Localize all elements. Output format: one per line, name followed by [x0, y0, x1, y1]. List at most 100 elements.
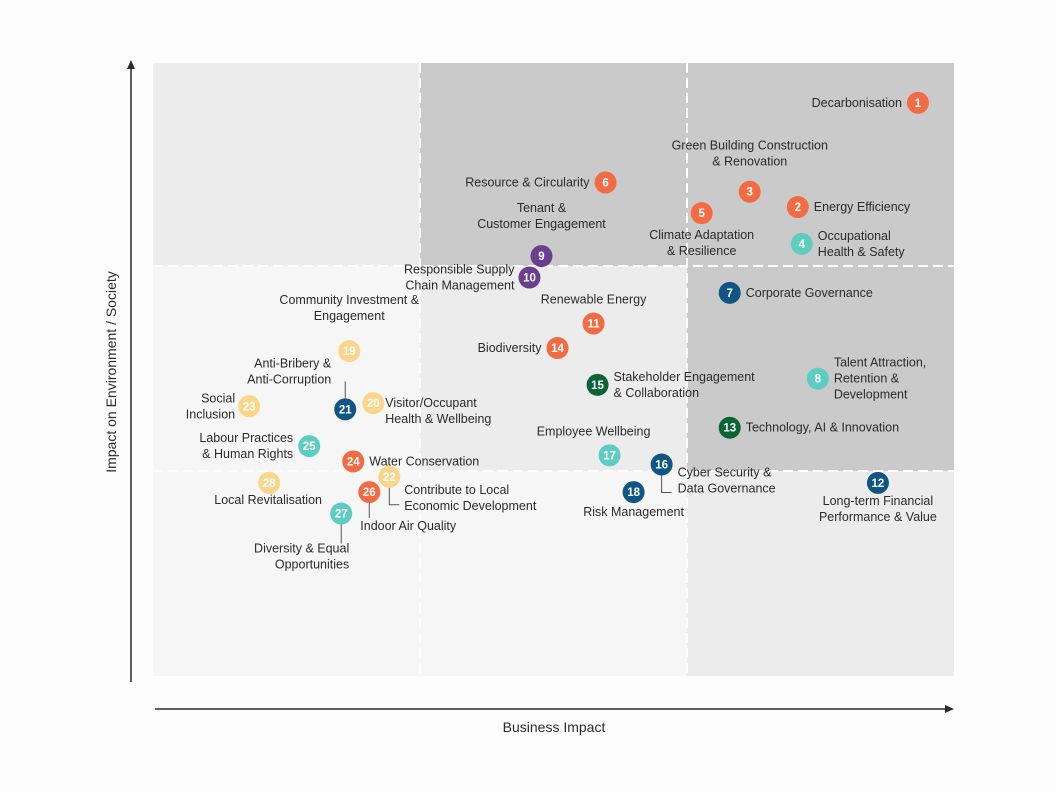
point-label-line: Health & Safety — [818, 245, 906, 259]
point-label-line: Long-term Financial — [823, 494, 933, 508]
point-group: 20 Visitor/Occupant Health & Wellbeing — [362, 392, 491, 426]
point-label: Labour Practices & Human Rights — [199, 431, 293, 461]
point-group: 14 Biodiversity — [478, 337, 569, 360]
point-label: Stakeholder Engagement & Collaboration — [614, 370, 756, 400]
point-number: 7 — [727, 288, 733, 300]
point-number: 8 — [815, 374, 822, 386]
point-number: 10 — [523, 273, 536, 285]
point-marker — [906, 91, 929, 114]
point-label: Tenant & Customer Engagement — [477, 201, 606, 231]
point-group: 7 Corporate Governance — [718, 281, 873, 304]
point-marker — [622, 481, 645, 504]
region-mid-mid — [420, 266, 687, 471]
y-axis-title: Impact on Environment / Society — [103, 271, 119, 473]
point-label-line: Health & Wellbeing — [385, 412, 491, 426]
point-label-line: & Human Rights — [202, 447, 293, 461]
point-group: 15 Stakeholder Engagement & Collaboration — [586, 370, 756, 400]
point-label-line: Opportunities — [275, 558, 349, 572]
point-group: 25 Labour Practices & Human Rights — [199, 431, 321, 461]
point-group: 17 Employee Wellbeing — [537, 424, 651, 467]
point-label: Corporate Governance — [746, 286, 873, 300]
point-label: Energy Efficiency — [814, 200, 911, 214]
point-label-line: Local Revitalisation — [214, 493, 322, 507]
point-number: 27 — [335, 509, 348, 521]
point-label-line: Visitor/Occupant — [385, 396, 477, 410]
region-low-mid — [153, 266, 420, 471]
point-label-line: Diversity & Equal — [254, 542, 349, 556]
point-marker — [330, 502, 353, 525]
point-label: Cyber Security & Data Governance — [678, 466, 776, 496]
point-number: 14 — [551, 343, 564, 355]
point-label: Occupational Health & Safety — [818, 229, 906, 259]
point-label: Biodiversity — [478, 341, 543, 355]
point-group: 19 Community Investment & Engagement — [279, 293, 420, 363]
point-marker — [718, 416, 741, 439]
point-label-line: Responsible Supply — [404, 263, 515, 277]
point-label-line: Labour Practices — [199, 431, 293, 445]
point-label: Decarbonisation — [812, 96, 902, 110]
point-label: Contribute to Local Economic Development — [404, 483, 537, 513]
point-number: 9 — [538, 251, 544, 263]
point-group: 10 Responsible Supply Chain Management — [404, 263, 541, 293]
point-group: 18 Risk Management — [583, 481, 684, 519]
point-label-line: Green Building Construction — [672, 139, 828, 153]
point-number: 6 — [602, 178, 608, 190]
point-marker — [378, 465, 401, 488]
point-marker — [786, 196, 809, 219]
grid-lines — [153, 63, 954, 676]
leader-line — [661, 475, 672, 494]
point-marker — [546, 337, 569, 360]
point-number: 20 — [367, 398, 380, 410]
point-number: 12 — [872, 478, 885, 490]
point-label: Anti-Bribery & Anti-Corruption — [247, 356, 332, 386]
point-number: 21 — [339, 404, 352, 416]
point-number: 23 — [243, 401, 256, 413]
point-label-line: & Renovation — [712, 155, 787, 169]
point-group: 21 Anti-Bribery & Anti-Corruption — [247, 356, 357, 421]
point-label-line: Indoor Air Quality — [360, 519, 457, 533]
point-marker — [586, 373, 609, 396]
point-number: 17 — [603, 450, 616, 462]
point-label-line: Anti-Corruption — [247, 372, 331, 386]
y-axis-arrow — [127, 60, 135, 69]
point-label-line: Talent Attraction, — [834, 356, 926, 370]
point-marker — [338, 340, 361, 363]
point-marker — [238, 395, 261, 418]
point-group: 11 Renewable Energy — [541, 293, 647, 335]
point-group: 4 Occupational Health & Safety — [790, 229, 906, 259]
point-label: Climate Adaptation & Resilience — [649, 228, 754, 258]
point-marker — [298, 435, 321, 458]
point-label-line: Development — [834, 388, 908, 402]
point-label-line: Economic Development — [404, 499, 537, 513]
point-label: Responsible Supply Chain Management — [404, 263, 515, 293]
point-marker — [650, 453, 673, 476]
point-number: 2 — [795, 202, 801, 214]
point-label-line: Community Investment & — [279, 293, 419, 307]
point-group: 12 Long-term Financial Performance & Value — [819, 471, 937, 524]
point-group: 1 Decarbonisation — [812, 91, 929, 114]
point-marker — [790, 232, 813, 255]
point-label-line: Data Governance — [678, 482, 776, 496]
point-label: Local Revitalisation — [214, 493, 322, 507]
point-marker — [342, 450, 365, 473]
point-number: 18 — [627, 487, 640, 499]
point-label: Resource & Circularity — [465, 176, 590, 190]
point-label-line: Customer Engagement — [477, 217, 606, 231]
point-marker — [530, 245, 553, 268]
point-group: 23 Social Inclusion — [186, 391, 261, 421]
point-group: 28 Local Revitalisation — [214, 471, 322, 507]
data-points: 1 Decarbonisation 2 Energy Efficiency 3 Green… — [186, 91, 937, 572]
point-label: Long-term Financial Performance & Value — [819, 494, 937, 524]
point-group: 16 Cyber Security & Data Governance — [650, 453, 776, 496]
point-number: 25 — [303, 441, 316, 453]
point-label-line: Water Conservation — [369, 454, 479, 468]
point-group: 24 Water Conservation — [342, 450, 479, 473]
point-label-line: Employee Wellbeing — [537, 424, 651, 438]
point-label: Green Building Construction & Renovation — [672, 139, 828, 169]
point-label-line: Occupational — [818, 229, 891, 243]
point-group: 27 Diversity & Equal Opportunities — [254, 502, 353, 572]
point-marker — [738, 180, 761, 203]
point-number: 4 — [799, 239, 806, 251]
point-label-line: Corporate Governance — [746, 286, 873, 300]
point-number: 26 — [363, 487, 376, 499]
